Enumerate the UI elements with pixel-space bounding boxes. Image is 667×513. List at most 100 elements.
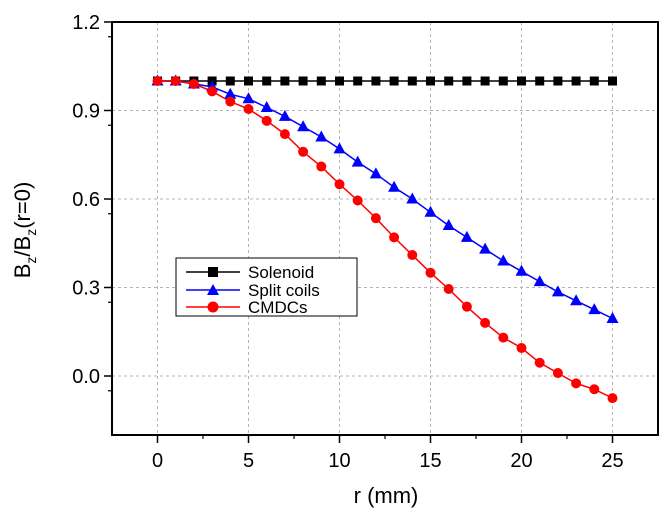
x-tick-label-4: 20 [510, 450, 532, 472]
data-point-split-coils-13 [388, 180, 401, 192]
data-point-split-coils-25 [606, 311, 619, 323]
data-point-split-coils-7 [278, 109, 291, 121]
data-point-cmdcs-7 [279, 129, 290, 140]
y-axis-title-slash: /B [10, 236, 35, 257]
data-point-split-coils-22 [551, 285, 564, 297]
data-point-solenoid-19 [498, 76, 508, 86]
y-axis-title-rest: (r=0) [10, 182, 35, 229]
y-axis-title-b: B [10, 264, 35, 279]
data-point-cmdcs-21 [534, 357, 545, 368]
legend-marker-split-coils [207, 284, 219, 295]
data-point-solenoid-22 [553, 76, 563, 86]
data-point-solenoid-14 [407, 76, 417, 86]
data-point-split-coils-20 [515, 264, 528, 276]
legend-label-cmdcs: CMDCs [248, 298, 308, 317]
data-point-cmdcs-23 [571, 378, 582, 389]
data-point-solenoid-13 [389, 76, 399, 86]
data-point-split-coils-12 [369, 167, 382, 179]
data-point-split-coils-19 [497, 254, 510, 266]
data-point-solenoid-11 [353, 76, 363, 86]
data-point-split-coils-9 [315, 130, 328, 142]
data-point-solenoid-20 [517, 76, 526, 86]
legend-label-solenoid: Solenoid [248, 263, 314, 282]
data-point-solenoid-8 [298, 76, 308, 86]
data-point-split-coils-24 [588, 303, 601, 315]
data-point-split-coils-14 [406, 192, 419, 204]
data-point-cmdcs-1 [170, 76, 181, 86]
data-point-solenoid-25 [608, 76, 617, 86]
data-point-cmdcs-13 [389, 232, 400, 243]
x-tick-label-0: 0 [152, 450, 163, 472]
data-point-solenoid-7 [280, 76, 290, 86]
y-tick-label-4: 1.2 [72, 12, 100, 34]
data-point-split-coils-16 [442, 219, 455, 231]
data-point-cmdcs-2 [188, 78, 199, 89]
data-point-split-coils-6 [260, 101, 273, 113]
data-point-cmdcs-10 [334, 179, 345, 190]
data-point-solenoid-23 [571, 76, 581, 86]
x-axis-title: r (mm) [354, 483, 419, 508]
data-point-solenoid-5 [244, 76, 253, 86]
data-point-solenoid-6 [262, 76, 272, 86]
data-point-cmdcs-25 [607, 393, 618, 404]
data-point-solenoid-4 [225, 76, 235, 86]
y-tick-label-1: 0.3 [72, 278, 100, 300]
data-point-split-coils-18 [479, 242, 492, 254]
data-point-cmdcs-18 [480, 317, 491, 328]
data-point-cmdcs-5 [243, 104, 254, 115]
legend-label-split-coils: Split coils [248, 281, 320, 300]
data-point-solenoid-10 [335, 76, 344, 86]
data-point-solenoid-24 [589, 76, 599, 86]
x-tick-label-1: 5 [243, 450, 254, 472]
x-tick-label-3: 15 [419, 450, 441, 472]
data-point-split-coils-8 [297, 120, 310, 132]
data-point-cmdcs-12 [370, 213, 381, 224]
y-tick-label-2: 0.6 [72, 189, 100, 211]
legend: Solenoid Split coils CMDCs [175, 257, 358, 317]
data-point-cmdcs-6 [261, 115, 272, 126]
data-point-cmdcs-14 [407, 250, 418, 261]
y-tick-label-3: 0.9 [72, 101, 100, 123]
tick-labels: 0 5 10 15 20 25 0.0 0.3 0.6 0.9 1.2 [72, 12, 623, 472]
data-point-cmdcs-20 [516, 342, 527, 353]
data-point-cmdcs-4 [225, 96, 236, 107]
data-point-cmdcs-22 [552, 368, 563, 379]
data-point-split-coils-4 [224, 87, 237, 99]
x-tick-label-2: 10 [328, 450, 350, 472]
data-point-split-coils-10 [333, 142, 346, 154]
data-point-solenoid-21 [535, 76, 545, 86]
data-point-split-coils-5 [242, 92, 255, 104]
data-point-cmdcs-9 [316, 161, 327, 172]
data-point-split-coils-21 [533, 275, 546, 287]
series-markers [151, 74, 619, 404]
legend-marker-cmdcs [207, 301, 219, 313]
y-axis-title-sub-1: z [23, 257, 39, 264]
data-point-cmdcs-16 [443, 283, 454, 294]
data-point-cmdcs-8 [298, 146, 309, 157]
data-point-cmdcs-17 [461, 301, 472, 312]
data-point-solenoid-17 [462, 76, 472, 86]
y-axis-title-sub-2: z [23, 229, 39, 236]
data-point-cmdcs-11 [352, 195, 363, 206]
y-axis-title: Bz/Bz(r=0) [10, 182, 39, 279]
data-point-split-coils-23 [570, 294, 583, 306]
data-point-cmdcs-15 [425, 267, 436, 278]
data-point-cmdcs-19 [498, 332, 509, 343]
data-point-cmdcs-0 [152, 76, 163, 86]
y-tick-label-0: 0.0 [72, 366, 100, 388]
data-point-solenoid-16 [444, 76, 454, 86]
data-point-cmdcs-24 [589, 384, 600, 395]
data-point-split-coils-15 [424, 205, 437, 217]
axis-ticks [104, 21, 614, 443]
series-lines [157, 80, 613, 399]
data-point-solenoid-9 [316, 76, 326, 86]
x-tick-label-5: 25 [601, 450, 623, 472]
series-line-cmdcs [157, 80, 613, 399]
data-point-cmdcs-3 [207, 86, 218, 97]
data-point-split-coils-11 [351, 155, 364, 167]
data-point-solenoid-18 [480, 76, 490, 86]
legend-marker-solenoid [208, 267, 218, 277]
data-point-solenoid-12 [371, 76, 381, 86]
data-point-split-coils-17 [460, 230, 473, 242]
